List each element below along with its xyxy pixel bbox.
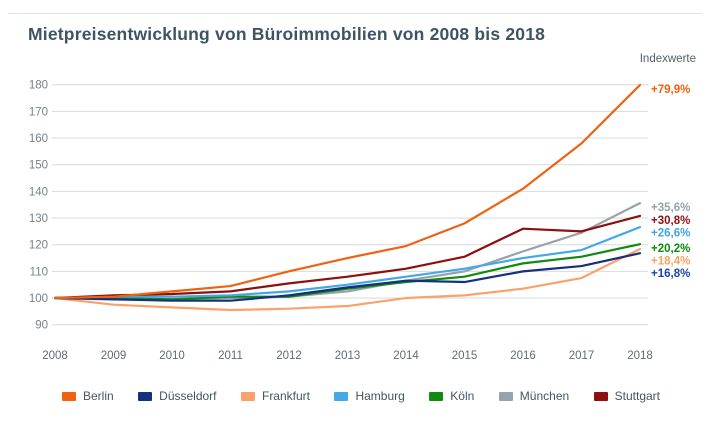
series-end-label-berlin: +79,9% <box>651 84 690 96</box>
legend-swatch-munchen <box>498 391 513 401</box>
legend-swatch-koln <box>429 391 444 401</box>
x-axis-tick-label: 2012 <box>276 350 302 362</box>
legend-item-hamburg: Hamburg <box>334 389 405 403</box>
x-axis-tick-label: 2008 <box>42 350 68 362</box>
y-axis-tick-label: 110 <box>30 266 48 278</box>
chart-title: Mietpreisentwicklung von Büroimmobilien … <box>28 24 546 44</box>
legend-item-berlin: Berlin <box>62 389 114 403</box>
legend-swatch-hamburg <box>334 391 349 401</box>
legend-label-frankfurt: Frankfurt <box>261 389 310 403</box>
legend-item-stuttgart: Stuttgart <box>593 389 660 403</box>
x-axis-tick-label: 2018 <box>627 350 653 362</box>
y-axis-tick-label: 170 <box>29 106 48 118</box>
x-axis-tick-label: 2015 <box>452 350 478 362</box>
series-line-stuttgart <box>53 214 642 300</box>
legend-label-koln: Köln <box>450 389 475 403</box>
x-axis-tick-label: 2014 <box>393 350 419 362</box>
legend-label-munchen: München <box>519 389 570 403</box>
series-end-label-hamburg: +26,6% <box>651 227 690 239</box>
series-line-frankfurt <box>53 247 642 312</box>
series-line-hamburg <box>53 226 642 300</box>
x-axis-tick-label: 2017 <box>569 350 595 362</box>
series-end-label-frankfurt: +18,4% <box>651 256 690 268</box>
y-axis-tick-label: 140 <box>29 186 48 198</box>
y-axis-tick-label: 150 <box>29 160 48 172</box>
legend-label-dusseldorf: Düsseldorf <box>159 389 217 403</box>
x-axis-tick-label: 2011 <box>218 350 243 362</box>
x-axis-tick-label: 2016 <box>510 350 536 362</box>
x-axis-tick-label: 2009 <box>101 350 127 362</box>
y-axis-tick-label: 90 <box>35 320 48 332</box>
series-line-berlin <box>53 83 642 300</box>
axis-unit-label: Indexwerte <box>639 53 696 65</box>
legend-item-frankfurt: Frankfurt <box>240 389 310 403</box>
series-end-label-dusseldorf: +16,8% <box>651 268 690 280</box>
series-line-dusseldorf <box>53 252 642 302</box>
series-end-label-munchen: +35,6% <box>651 202 690 214</box>
x-axis-tick-label: 2010 <box>159 350 185 362</box>
y-axis-tick-label: 160 <box>29 133 48 145</box>
legend-swatch-stuttgart <box>593 391 608 401</box>
line-chart: 90 100 110 120 130 140 150 160 170 180 2008 2009 201… <box>29 80 691 362</box>
y-axis-tick-label: 180 <box>29 80 48 92</box>
legend-swatch-berlin <box>62 391 76 401</box>
series-end-label-koln: +20,2% <box>651 243 690 255</box>
legend-label-berlin: Berlin <box>83 389 114 403</box>
top-divider <box>8 13 702 14</box>
legend-item-koln: Köln <box>429 389 474 403</box>
legend-item-munchen: München <box>498 389 570 403</box>
legend-swatch-frankfurt <box>240 391 255 401</box>
y-axis-tick-label: 120 <box>29 240 48 252</box>
legend-item-dusseldorf: Düsseldorf <box>138 389 217 403</box>
x-axis-tick-label: 2013 <box>335 350 361 362</box>
legend-label-stuttgart: Stuttgart <box>614 389 660 403</box>
series-line-koln <box>53 243 642 301</box>
series-end-label-stuttgart: +30,8% <box>651 215 690 227</box>
legend-swatch-dusseldorf <box>138 391 153 401</box>
chart-legend: Berlin Düsseldorf Frankfurt Hamburg Köln Münc… <box>62 389 660 403</box>
y-axis-tick-label: 130 <box>29 213 48 225</box>
y-axis-tick-label: 100 <box>29 293 48 305</box>
legend-label-hamburg: Hamburg <box>355 389 405 403</box>
